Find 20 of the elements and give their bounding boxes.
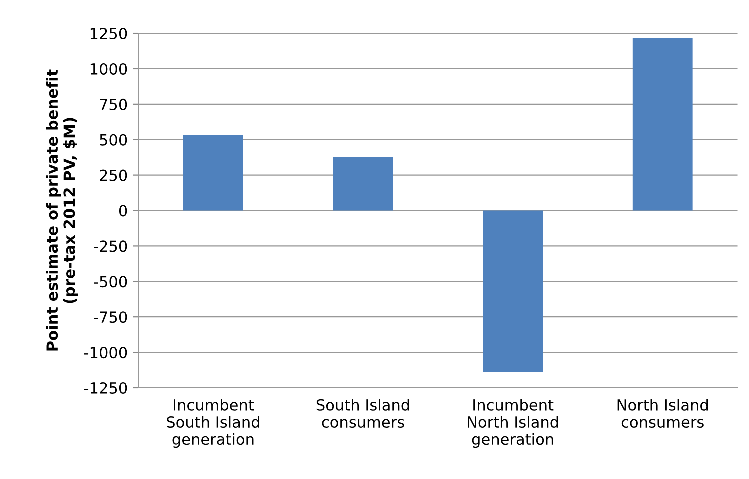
y-tick-label: 250: [100, 170, 128, 182]
y-tick-label: 1000: [90, 63, 128, 75]
y-tick-label: 750: [100, 98, 128, 110]
y-tick-label: -1250: [84, 382, 128, 394]
y-tick-label: -1000: [84, 347, 128, 359]
x-tick-label: South Island consumers: [316, 399, 410, 428]
bar: [333, 157, 394, 211]
bar: [184, 135, 244, 211]
y-axis-title: Point estimate of private benefit (pre-tax 2012 PV, $M): [46, 70, 78, 351]
bar: [632, 38, 693, 211]
x-tick-label: Incumbent South Island generation: [167, 399, 260, 448]
y-tick-label: 0: [119, 205, 128, 217]
y-tick-label: 500: [100, 134, 128, 146]
y-tick-label: 1250: [90, 28, 128, 40]
x-tick-label: North Island consumers: [618, 399, 708, 428]
y-tick-label: -250: [94, 240, 128, 252]
x-tick-label: Incumbent North Island generation: [468, 399, 558, 448]
y-tick-label: -500: [94, 276, 128, 288]
bar: [483, 210, 544, 372]
y-tick-label: -750: [94, 312, 128, 324]
